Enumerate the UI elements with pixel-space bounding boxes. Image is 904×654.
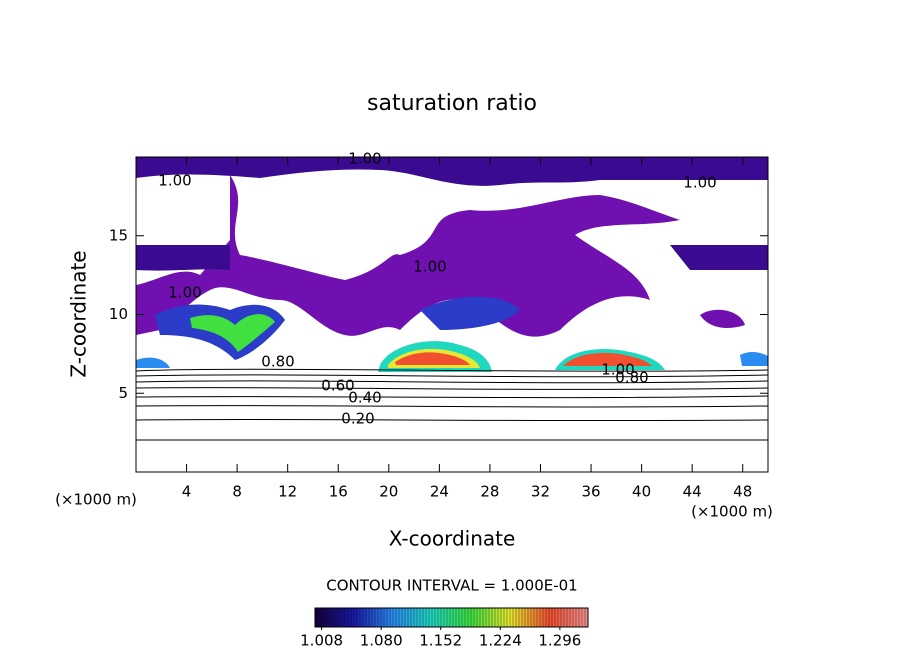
x-tick-label: 12 bbox=[278, 483, 297, 501]
colorbar-tick-label: 1.296 bbox=[538, 632, 581, 650]
colorbar bbox=[314, 607, 589, 628]
colorbar-tick-label: 1.008 bbox=[300, 632, 343, 650]
colorbar-tick-label: 1.080 bbox=[360, 632, 403, 650]
x-tick-label: 48 bbox=[733, 483, 752, 501]
x-unit-left: (×1000 m) bbox=[55, 491, 137, 509]
contour-label: 1.00 bbox=[158, 172, 191, 190]
contour-label: 1.00 bbox=[413, 258, 446, 276]
y-tick-label: 10 bbox=[109, 305, 128, 323]
chart-title: saturation ratio bbox=[367, 91, 537, 116]
x-tick-label: 32 bbox=[531, 483, 550, 501]
x-tick-label: 8 bbox=[232, 483, 242, 501]
contour-label: 1.00 bbox=[168, 284, 201, 302]
contour-label: 1.00 bbox=[348, 150, 381, 168]
x-tick-label: 20 bbox=[379, 483, 398, 501]
y-tick-label: 5 bbox=[118, 384, 128, 402]
contour-interval: CONTOUR INTERVAL = 1.000E-01 bbox=[326, 577, 577, 595]
colorbar-tick-label: 1.152 bbox=[419, 632, 462, 650]
x-tick-label: 36 bbox=[581, 483, 600, 501]
x-tick-label: 4 bbox=[182, 483, 192, 501]
contour-label: 1.00 bbox=[601, 361, 634, 379]
contour-label: 0.60 bbox=[321, 377, 354, 395]
y-axis-label: Z-coordinate bbox=[67, 250, 91, 377]
x-tick-label: 40 bbox=[632, 483, 651, 501]
x-tick-label: 44 bbox=[683, 483, 702, 501]
contour-label: 0.80 bbox=[261, 353, 294, 371]
x-tick-label: 16 bbox=[329, 483, 348, 501]
contour-label: 0.80 bbox=[615, 369, 648, 387]
colorbar-tick-label: 1.224 bbox=[479, 632, 522, 650]
contour-label: 0.20 bbox=[341, 410, 374, 428]
x-tick-label: 28 bbox=[480, 483, 499, 501]
x-unit-right: (×1000 m) bbox=[691, 503, 773, 521]
field bbox=[136, 157, 768, 472]
x-axis-label: X-coordinate bbox=[389, 527, 516, 551]
contour-label: 0.40 bbox=[348, 389, 381, 407]
contour-label: 1.00 bbox=[683, 174, 716, 192]
x-tick-label: 24 bbox=[430, 483, 449, 501]
y-tick-label: 15 bbox=[109, 226, 128, 244]
